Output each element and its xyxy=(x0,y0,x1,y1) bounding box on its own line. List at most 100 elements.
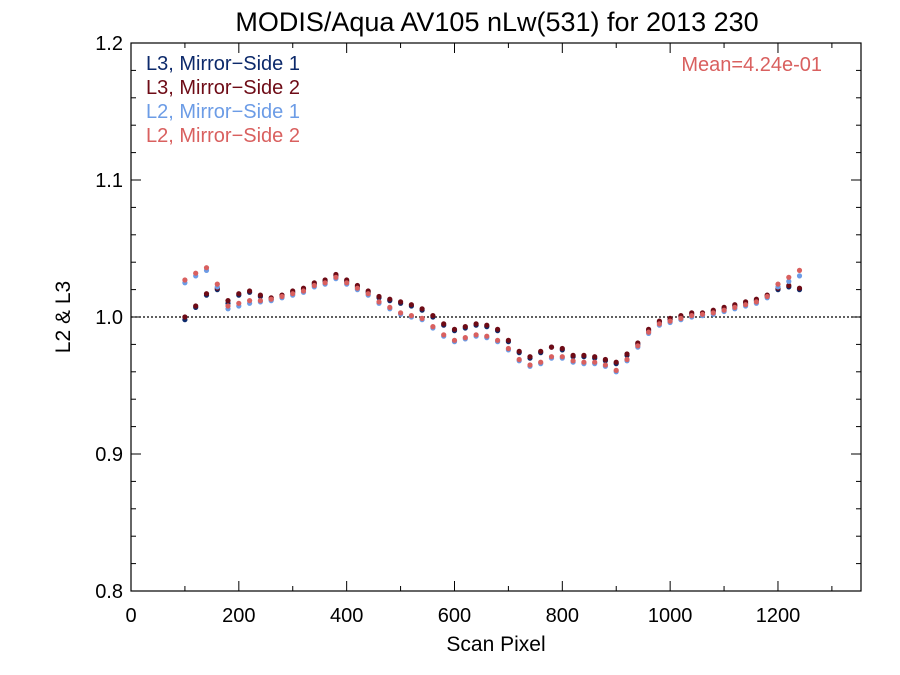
data-point xyxy=(678,315,684,321)
data-point xyxy=(699,311,706,317)
series-1 xyxy=(182,273,803,367)
y-tick-label: 0.8 xyxy=(95,581,123,603)
legend-item-1: L3, Mirror−Side 1 xyxy=(146,53,300,75)
data-point xyxy=(182,277,188,283)
data-point xyxy=(387,304,393,310)
y-tick-label: 1.1 xyxy=(95,170,123,192)
data-point xyxy=(753,299,760,305)
data-point xyxy=(602,362,609,368)
data-point xyxy=(570,352,576,358)
y-tick-label: 1.0 xyxy=(95,307,123,329)
data-point xyxy=(419,306,425,312)
data-point xyxy=(236,300,242,306)
data-point xyxy=(548,344,555,350)
x-axis-label: Scan Pixel xyxy=(446,633,545,656)
series-2 xyxy=(182,271,803,365)
data-point xyxy=(257,292,263,298)
data-point xyxy=(365,291,371,297)
data-point xyxy=(624,356,630,363)
x-tick-label: 200 xyxy=(222,605,255,627)
data-point xyxy=(462,335,468,341)
data-point xyxy=(279,293,285,300)
legend: L3, Mirror−Side 1L3, Mirror−Side 2L2, Mi… xyxy=(146,53,300,147)
plot-area xyxy=(131,265,861,375)
data-point xyxy=(236,291,242,297)
data-point xyxy=(203,291,210,297)
data-point xyxy=(182,314,188,320)
y-tick-label: 0.9 xyxy=(95,444,123,466)
data-point xyxy=(247,288,253,294)
data-point xyxy=(484,333,490,339)
data-point xyxy=(592,354,598,360)
data-point xyxy=(462,324,468,330)
data-point xyxy=(786,282,792,289)
chart-title: MODIS/Aqua AV105 nLw(531) for 2013 230 xyxy=(235,7,758,37)
data-point xyxy=(581,359,587,365)
y-tick-label: 1.2 xyxy=(95,33,123,55)
data-point xyxy=(646,329,652,335)
data-point xyxy=(344,280,350,286)
data-point xyxy=(592,359,598,365)
data-point xyxy=(441,332,447,338)
data-point xyxy=(387,296,393,302)
data-point xyxy=(538,348,544,354)
data-point xyxy=(451,337,458,343)
data-point xyxy=(473,332,479,338)
x-tick-label: 1000 xyxy=(648,605,693,627)
data-point xyxy=(430,313,436,319)
data-point xyxy=(743,302,749,308)
data-point xyxy=(354,285,360,291)
data-point xyxy=(441,321,447,327)
x-axis: 0 200 400 600 800 1000 1200 xyxy=(125,43,833,627)
data-point xyxy=(495,337,501,343)
x-tick-label: 800 xyxy=(546,605,579,627)
data-point xyxy=(667,318,673,324)
series-4 xyxy=(182,265,803,373)
x-tick-label: 1200 xyxy=(756,605,801,627)
data-point xyxy=(624,351,630,357)
y-axis-label: L2 & L3 xyxy=(52,281,75,353)
data-point xyxy=(473,321,479,327)
data-point xyxy=(193,303,199,309)
data-point xyxy=(559,345,565,352)
legend-item-4: L2, Mirror−Side 2 xyxy=(146,125,300,147)
data-point xyxy=(775,281,781,287)
data-point xyxy=(710,310,716,316)
data-point xyxy=(225,298,231,304)
data-point xyxy=(451,326,458,332)
data-point xyxy=(796,267,803,273)
data-point xyxy=(721,307,727,313)
data-point xyxy=(290,291,296,297)
data-point xyxy=(613,367,619,373)
data-point xyxy=(268,296,274,302)
data-point xyxy=(527,354,533,360)
data-point xyxy=(613,359,619,365)
data-point xyxy=(257,298,263,304)
data-point xyxy=(635,343,641,349)
x-tick-label: 0 xyxy=(125,605,136,627)
y-axis: 0.8 0.9 1.0 1.1 1.2 xyxy=(95,33,861,603)
data-point xyxy=(602,356,609,363)
data-point xyxy=(408,313,414,319)
data-point xyxy=(656,321,663,327)
data-point xyxy=(333,274,339,280)
data-point xyxy=(376,299,382,305)
data-point xyxy=(581,352,587,358)
data-point xyxy=(796,273,803,279)
data-point xyxy=(527,362,533,368)
data-point xyxy=(732,304,738,310)
data-point xyxy=(786,278,792,284)
data-point xyxy=(548,354,555,360)
mean-annotation: Mean=4.24e-01 xyxy=(681,54,822,76)
data-point xyxy=(398,299,404,305)
data-point xyxy=(430,324,436,330)
data-point xyxy=(505,345,511,352)
series-3 xyxy=(182,267,803,375)
data-point xyxy=(495,326,501,332)
data-point xyxy=(376,293,382,300)
data-point xyxy=(311,282,317,289)
data-point xyxy=(203,265,210,271)
data-point xyxy=(516,348,522,354)
data-point xyxy=(398,310,404,316)
